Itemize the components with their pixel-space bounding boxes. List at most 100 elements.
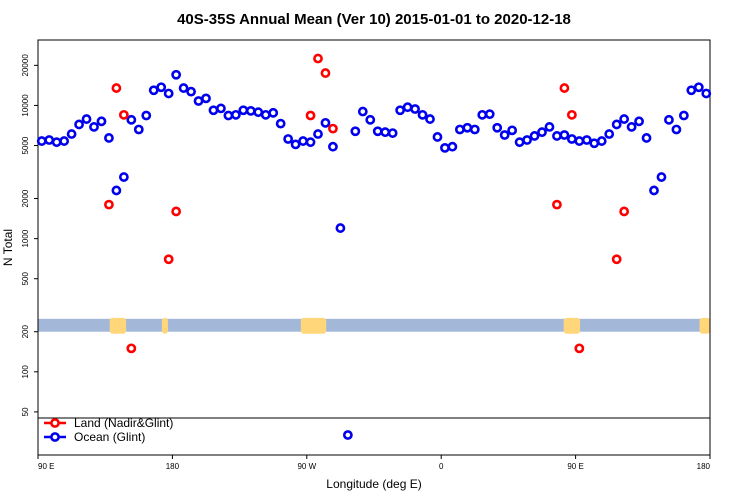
ocean-point-26 [230,109,241,120]
ocean-point-71 [566,134,577,144]
ocean-point-21 [193,96,204,106]
ocean-point-67 [537,127,547,138]
ocean-point-43 [357,106,368,117]
ocean-point-44 [365,114,376,125]
land-point-9 [328,123,338,134]
ocean-point-62 [499,130,510,140]
ocean-point-45 [372,126,383,137]
ocean-point-77 [611,119,622,130]
ocean-point-41 [342,430,353,440]
ocean-point-8 [96,116,107,127]
ocean-point-4 [66,129,77,139]
ocean-point-56 [454,124,465,135]
land-mask-segment-2 [300,317,327,334]
land-point-2 [118,109,129,120]
land-point-3 [126,343,137,354]
ocean-point-83 [656,172,667,182]
land-mask-segment-4 [699,317,710,334]
ocean-point-20 [186,86,196,97]
ocean-point-76 [604,129,615,139]
legend-marker-1 [50,432,60,442]
ocean-point-27 [238,105,249,116]
ocean-point-49 [402,102,413,113]
ocean-point-35 [298,136,308,146]
y-tick-label-2: 2000 [21,189,30,207]
x-tick-label-4: 90 E [567,462,583,471]
ocean-point-66 [529,131,540,141]
ocean-point-75 [596,136,607,146]
land-mask-segment-0 [109,317,127,334]
ocean-point-53 [432,132,443,142]
ocean-point-9 [104,133,114,143]
ocean-point-60 [484,109,495,120]
land-point-5 [171,206,182,217]
ocean-point-63 [507,125,518,136]
ocean-point-7 [89,122,99,132]
ocean-point-57 [462,122,473,133]
y-tick-label-4: 10000 [21,94,30,117]
land-point-10 [552,199,562,210]
ocean-point-65 [522,135,532,145]
ocean-point-68 [544,122,555,132]
ocean-point-32 [275,118,286,129]
x-tick-label-2: 90 W [297,462,316,471]
ocean-point-15 [148,85,159,96]
ocean-point-23 [208,105,219,116]
ocean-point-74 [589,138,600,149]
land-point-15 [619,206,630,217]
ocean-point-72 [574,136,585,146]
ocean-point-80 [634,116,644,127]
ocean-mask-band [38,318,710,332]
ocean-point-52 [425,114,435,124]
ocean-point-36 [305,137,316,148]
land-point-1 [111,83,122,93]
ocean-point-22 [201,93,211,104]
ocean-point-88 [693,82,704,93]
land-point-6 [305,110,316,121]
ocean-point-78 [619,114,630,124]
land-point-0 [104,199,114,210]
ocean-point-29 [253,107,264,118]
plot-frame [37,39,711,456]
ocean-point-47 [387,128,398,138]
ocean-point-6 [81,114,92,124]
ocean-point-84 [664,114,674,125]
land-point-13 [574,343,585,354]
x-tick-label-1: 180 [166,462,180,471]
land-point-8 [320,68,331,78]
ocean-point-82 [649,185,659,196]
ocean-point-2 [51,137,62,148]
land-mask-segment-1 [161,317,168,334]
ocean-point-70 [559,130,570,140]
ocean-point-16 [156,82,167,93]
y-tick-label-1: 1000 [21,229,30,247]
ocean-point-11 [118,172,129,182]
ocean-point-46 [380,127,391,138]
ocean-point-85 [671,124,682,135]
ocean-point-24 [216,103,226,114]
x-tick-label-5: 180 [697,462,711,471]
ocean-point-18 [171,69,182,80]
ocean-point-19 [178,83,189,93]
ocean-point-86 [678,110,689,121]
ocean-point-1 [44,135,55,145]
ocean-point-51 [417,109,428,120]
ocean-point-17 [163,88,174,99]
ocean-point-0 [36,136,47,146]
land-point-4 [163,254,174,265]
ocean-point-38 [320,117,331,128]
ocean-point-28 [245,105,256,116]
y-tick-label-3: 5000 [21,136,30,154]
legend-marker-0 [50,418,60,428]
x-axis-label: Longitude (deg E) [326,477,421,491]
ocean-point-31 [268,107,279,118]
y-tick-label-6: 50 [21,407,30,416]
y-axis-label: N Total [1,229,15,266]
ocean-point-39 [328,141,338,152]
ocean-point-25 [223,110,234,121]
ocean-point-61 [492,122,503,133]
ocean-point-81 [641,133,652,143]
ocean-point-73 [581,135,592,145]
ocean-point-34 [290,139,301,150]
